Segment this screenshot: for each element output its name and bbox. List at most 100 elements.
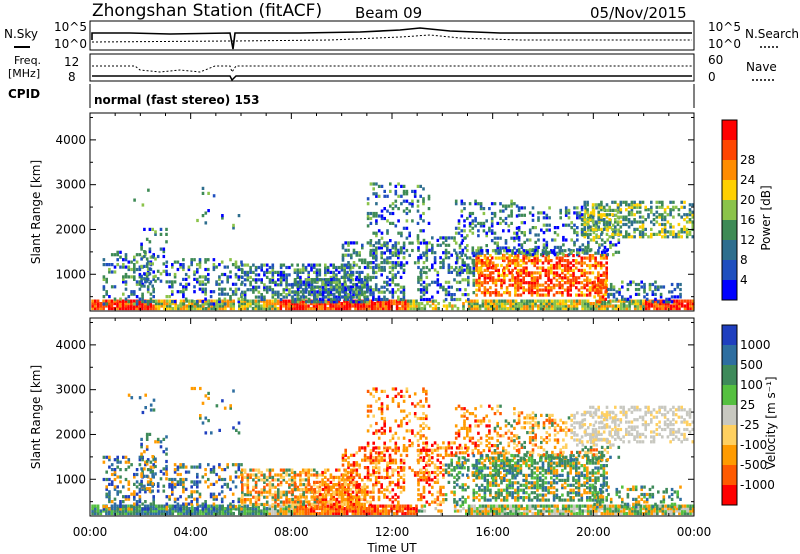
radar-cell [683,304,687,308]
radar-cell [685,232,689,236]
radar-cell [193,306,197,311]
radar-cell [488,207,491,211]
radar-cell [591,288,595,292]
radar-cell [541,288,545,292]
radar-cell [102,275,106,279]
radar-cell [229,507,233,511]
radar-cell [246,473,250,477]
radar-cell [374,258,378,262]
radar-cell [420,504,424,508]
radar-cell [268,265,272,270]
radar-cell [243,493,247,497]
radar-cell [656,302,659,306]
radar-cell [472,268,476,272]
radar-cell [312,507,316,511]
radar-cell [597,227,600,231]
radar-cell [578,507,582,511]
radar-cell [165,264,168,268]
radar-cell [608,299,612,303]
radar-cell [428,268,431,272]
radar-cell [346,275,349,279]
radar-cell [207,504,211,508]
radar-cell [94,504,97,508]
radar-cell [545,243,549,247]
radar-cell [664,302,667,306]
radar-cell [612,208,615,212]
radar-cell [246,478,250,482]
radar-cell [358,258,361,262]
nsky-panel-frame [89,20,695,51]
radar-cell [597,235,600,239]
radar-cell [575,507,579,511]
radar-cell [337,302,341,306]
radar-cell [626,282,630,287]
radar-cell [365,304,368,308]
radar-cell [520,221,524,225]
radar-cell [332,265,335,270]
radar-cell [246,483,250,487]
radar-cell [122,258,125,262]
radar-cell [588,293,592,297]
radar-cell [417,304,421,308]
radar-cell [347,253,350,257]
radar-cell [591,208,595,212]
radar-cell [121,302,125,306]
radar-cell [389,221,392,225]
radar-cell [265,268,269,272]
radar-cell [517,243,521,247]
radar-cell [654,280,657,284]
radar-cell [520,231,524,235]
radar-cell [122,292,125,296]
radar-cell [184,497,188,501]
radar-cell [319,300,322,304]
radar-cell [534,248,537,252]
radar-cell [149,460,153,464]
radar-cell [263,263,266,267]
radar-cell [484,306,487,311]
radar-cell [583,293,586,297]
radar-cell [625,200,628,204]
radar-cell [522,291,525,295]
radar-cell [658,507,662,511]
radar-cell [110,507,114,511]
radar-cell [332,509,335,513]
radar-cell [608,511,612,516]
radar-cell [149,292,153,296]
radar-cell [196,270,199,274]
radar-cell [614,218,617,222]
radar-cell [516,273,520,277]
radar-cell [263,273,266,277]
radar-cell [494,263,498,268]
radar-cell [108,490,111,494]
radar-cell [644,227,647,231]
radar-cell [249,473,252,477]
radar-cell [105,263,108,267]
radar-cell [352,248,356,252]
radar-cell [514,302,518,306]
radar-cell [544,288,548,292]
radar-cell [594,225,598,229]
radar-cell [528,211,532,215]
radar-cell [433,251,437,255]
radar-cell [509,511,512,516]
radar-cell [196,465,199,469]
radar-cell [357,306,360,311]
radar-cell [628,299,631,303]
radar-cell [383,216,386,221]
radar-cell [265,285,269,289]
radar-cell [458,273,462,277]
radar-cell [204,211,208,215]
radar-cell [122,495,125,499]
radar-cell [291,300,294,304]
radar-cell [271,509,274,513]
radar-cell [566,259,570,263]
radar-cell [369,285,372,289]
radar-cell [375,194,378,198]
radar-cell [110,482,114,486]
radar-cell [495,507,498,511]
radar-cell [318,511,321,516]
radar-cell [391,207,395,211]
radar-cell [672,200,675,204]
radar-cell [547,261,550,265]
